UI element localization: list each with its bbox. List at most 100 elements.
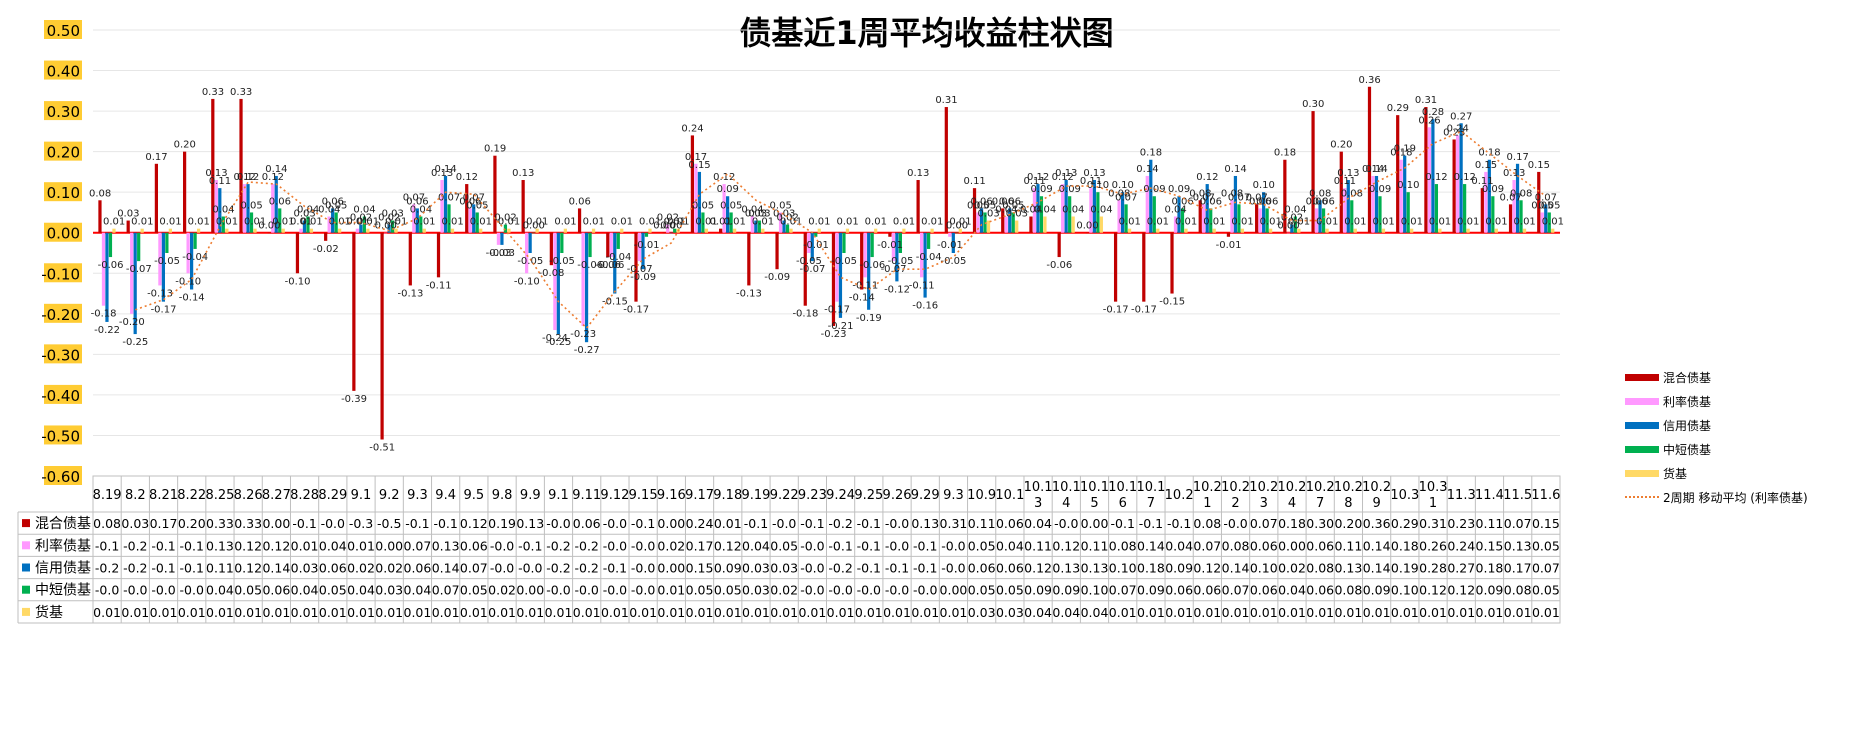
bar <box>1265 208 1269 233</box>
data-label: 0.01 <box>346 217 368 228</box>
bar <box>1427 127 1432 233</box>
table-cell: 0.00 <box>262 516 290 531</box>
bar <box>412 204 416 233</box>
y-tick-label: 0.40 <box>47 63 80 81</box>
bar <box>1001 208 1005 233</box>
data-label: -0.05 <box>549 256 575 267</box>
category-label-line2: 7 <box>1316 496 1324 511</box>
bar <box>553 232 557 331</box>
bar <box>1381 228 1386 233</box>
data-label: -0.24 <box>542 333 568 344</box>
bar <box>1205 184 1209 233</box>
table-cell: 0.12 <box>234 538 262 553</box>
table-cell: 0.01 <box>150 605 178 620</box>
y-tick-highlight <box>44 384 82 404</box>
y-tick-label: -0.40 <box>41 387 80 405</box>
data-label: 0.06 <box>971 196 993 207</box>
category-label: 9.23 <box>798 488 827 503</box>
bar <box>782 220 786 233</box>
table-cell: 0.10 <box>1391 583 1419 598</box>
table-cell: 0.08 <box>1306 561 1334 576</box>
chart-title: 债基近1周平均收益柱状图 <box>739 14 1114 52</box>
bar <box>1286 232 1290 234</box>
bar <box>309 228 314 233</box>
table-cell: 0.05 <box>686 583 714 598</box>
data-label: 0.06 <box>1313 196 1335 207</box>
category-label: 10.2 <box>1165 488 1194 503</box>
data-label: 0.01 <box>1344 217 1366 228</box>
table-cell: 0.01 <box>657 583 685 598</box>
data-table: 8.19 8.2 8.21 8.22 8.25 8.26 8.27 8.28 8.29 9.1 9.… <box>17 475 1561 624</box>
data-label: 0.17 <box>685 152 707 163</box>
table-cell: 0.11 <box>206 561 234 576</box>
data-label: 0.05 <box>720 200 742 211</box>
table-cell: 0.04 <box>996 538 1024 553</box>
table-cell: 0.31 <box>1419 516 1447 531</box>
gridlines <box>93 29 1560 477</box>
category-label-line2: 8 <box>1344 496 1352 511</box>
bar <box>944 107 948 233</box>
table-cell: 0.01 <box>347 605 375 620</box>
table-cell: 0.02 <box>375 561 403 576</box>
bar <box>616 232 620 249</box>
data-label: -0.17 <box>824 305 850 316</box>
data-label: -0.23 <box>821 329 847 340</box>
bar <box>1209 208 1213 233</box>
table-series-name: 货基 <box>35 604 63 621</box>
data-label: 0.03 <box>748 209 770 220</box>
legend-label: 利率债基 <box>1663 394 1712 409</box>
data-label: 0.12 <box>234 172 256 183</box>
bar <box>609 232 613 258</box>
data-label: 0.04 <box>1020 205 1042 216</box>
bar <box>888 232 892 237</box>
data-label: 0.14 <box>1365 164 1387 175</box>
data-label: -0.04 <box>182 252 208 263</box>
category-label: 8.25 <box>205 488 234 503</box>
bar <box>472 204 476 233</box>
bar <box>415 208 419 233</box>
data-label: -0.08 <box>539 268 565 279</box>
data-label: 0.01 <box>949 217 971 228</box>
data-label: 0.08 <box>1309 188 1331 199</box>
bar <box>105 232 109 322</box>
y-tick-label: 0.00 <box>47 225 80 243</box>
bar <box>1032 188 1037 233</box>
category-label: 8.19 <box>93 488 122 503</box>
bar <box>1057 232 1061 258</box>
bar <box>1378 196 1382 233</box>
bar <box>1113 232 1118 302</box>
bar <box>648 228 652 233</box>
bar <box>958 228 962 233</box>
data-label: 0.08 <box>1189 188 1211 199</box>
bar <box>1519 200 1523 233</box>
data-label: 0.01 <box>1514 217 1536 228</box>
bar <box>778 212 783 233</box>
bar <box>750 216 754 233</box>
table-cell: 0.07 <box>1109 583 1137 598</box>
data-label: 0.01 <box>1175 217 1197 228</box>
table-cell: 0.01 <box>319 605 347 620</box>
bar <box>1374 175 1379 233</box>
data-label: -0.03 <box>486 248 512 259</box>
bar <box>923 232 927 298</box>
table-cell: 0.01 <box>206 605 234 620</box>
data-label: -0.05 <box>941 256 967 267</box>
category-label: 9.8 <box>492 488 513 503</box>
table-cell: 0.03 <box>996 605 1024 620</box>
data-label: -0.05 <box>796 256 822 267</box>
category-label: 9.2 <box>379 488 400 503</box>
bar <box>613 232 617 294</box>
table-cell: 0.05 <box>1532 538 1560 553</box>
bar <box>902 228 906 233</box>
table-cell: 0.20 <box>178 516 206 531</box>
data-label: -0.14 <box>849 292 875 303</box>
data-label: 0.18 <box>1274 148 1296 159</box>
table-cell: -0.1 <box>857 538 881 553</box>
bar <box>1406 192 1410 233</box>
bar <box>196 228 201 233</box>
bar <box>1202 204 1206 233</box>
table-cell: 0.01 <box>375 605 403 620</box>
category-label: 9.4 <box>435 488 456 503</box>
bar <box>239 98 243 233</box>
category-label: 11.3 <box>1447 488 1476 503</box>
